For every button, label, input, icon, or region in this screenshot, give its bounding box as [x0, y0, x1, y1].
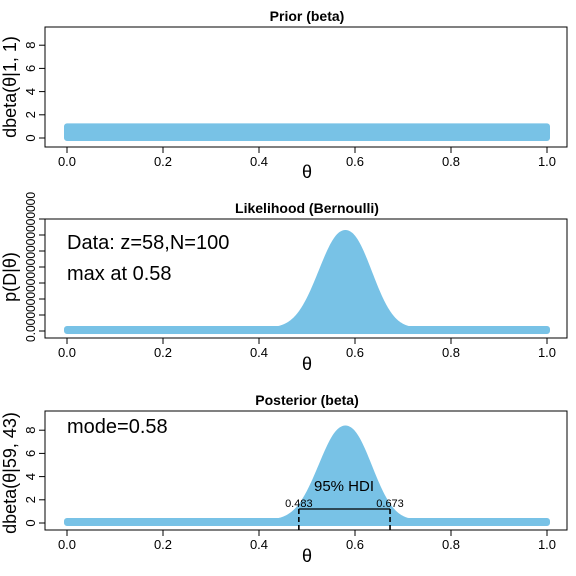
- likelihood-y-label: p(D|θ): [0, 252, 20, 302]
- x-tick-label: 0.4: [250, 537, 268, 552]
- likelihood-max-annotation: max at 0.58: [67, 263, 172, 285]
- likelihood-title: Likelihood (Bernoulli): [235, 200, 379, 216]
- posterior-mode-annotation: mode=0.58: [67, 416, 168, 438]
- x-tick-label: 0.0: [58, 345, 76, 360]
- x-tick-label: 0.2: [154, 537, 172, 552]
- y-tick-label: 6: [23, 450, 38, 457]
- prior-x-axis: 0.0 0.2 0.4 0.6 0.8 1.0: [58, 146, 556, 169]
- density-area: [64, 230, 550, 334]
- y-tick-label: 0.000000000000000000000: [23, 192, 38, 342]
- y-tick-label: 4: [23, 473, 38, 480]
- posterior-x-label: θ: [302, 546, 312, 566]
- likelihood-curve: [64, 230, 550, 334]
- y-tick-label: 8: [23, 42, 38, 49]
- likelihood-data-annotation: Data: z=58,N=100: [67, 232, 229, 254]
- density-area: [64, 123, 550, 141]
- y-tick-label: 0: [23, 519, 38, 526]
- likelihood-panel: Likelihood (Bernoulli) 0.0 0.2 0.4 0.6 0.8 1.…: [0, 192, 568, 374]
- x-tick-label: 0.8: [442, 345, 460, 360]
- x-tick-label: 0.6: [346, 345, 364, 360]
- x-tick-label: 0.6: [346, 154, 364, 169]
- density-area: [64, 425, 550, 526]
- x-tick-label: 0.4: [250, 154, 268, 169]
- y-tick-label: 2: [23, 496, 38, 503]
- likelihood-x-label: θ: [302, 354, 312, 374]
- x-tick-label: 1.0: [538, 154, 556, 169]
- x-tick-label: 0.2: [154, 154, 172, 169]
- x-tick-label: 0.2: [154, 345, 172, 360]
- x-tick-label: 0.8: [442, 537, 460, 552]
- prior-y-label: dbeta(θ|1, 1): [0, 36, 20, 138]
- posterior-y-label: dbeta(θ|59, 43): [0, 412, 20, 534]
- x-tick-label: 0.8: [442, 154, 460, 169]
- likelihood-y-axis: 0.000000000000000000000: [23, 192, 46, 342]
- posterior-y-axis: 0 2 4 6 8: [23, 427, 46, 527]
- x-tick-label: 0.4: [250, 345, 268, 360]
- y-tick-label: 8: [23, 427, 38, 434]
- likelihood-x-axis: 0.0 0.2 0.4 0.6 0.8 1.0: [58, 337, 556, 360]
- prior-curve: [64, 123, 550, 141]
- prior-x-label: θ: [302, 162, 312, 182]
- posterior-hdi-label: 95% HDI: [314, 478, 374, 495]
- hdi-bound-label: 0.483: [285, 498, 313, 510]
- y-tick-label: 0: [23, 134, 38, 141]
- y-tick-label: 4: [23, 88, 38, 95]
- posterior-x-axis: 0.0 0.2 0.4 0.6 0.8 1.0: [58, 529, 556, 552]
- y-tick-label: 6: [23, 65, 38, 72]
- posterior-title: Posterior (beta): [255, 392, 358, 408]
- prior-title: Prior (beta): [270, 8, 345, 24]
- posterior-hdi: 0.483 0.673: [285, 498, 404, 530]
- x-tick-label: 0.6: [346, 537, 364, 552]
- y-tick-label: 2: [23, 111, 38, 118]
- posterior-curve: [64, 425, 550, 526]
- prior-y-axis: 0 2 4 6 8: [23, 42, 46, 142]
- x-tick-label: 1.0: [538, 345, 556, 360]
- hdi-bound-label: 0.673: [376, 498, 404, 510]
- posterior-panel: Posterior (beta) 0.483 0.673 0.0 0.2 0.4 0.6…: [0, 392, 568, 566]
- x-tick-label: 0.0: [58, 154, 76, 169]
- x-tick-label: 1.0: [538, 537, 556, 552]
- x-tick-label: 0.0: [58, 537, 76, 552]
